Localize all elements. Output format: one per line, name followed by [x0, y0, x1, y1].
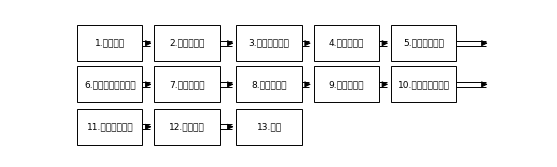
Text: 4.低硷区光刻: 4.低硷区光刻: [329, 39, 364, 48]
FancyBboxPatch shape: [314, 66, 379, 102]
Text: 12.钑化保护: 12.钑化保护: [169, 122, 205, 131]
FancyBboxPatch shape: [237, 109, 302, 145]
FancyBboxPatch shape: [314, 25, 379, 61]
Text: 5.低硷离子注入: 5.低硷离子注入: [403, 39, 444, 48]
Text: 7.发射区光刻: 7.发射区光刻: [169, 80, 205, 89]
FancyBboxPatch shape: [154, 109, 219, 145]
FancyBboxPatch shape: [77, 25, 143, 61]
FancyBboxPatch shape: [154, 25, 219, 61]
Text: 3.高硷离子注入: 3.高硷离子注入: [248, 39, 290, 48]
Text: 9.发射区退火: 9.发射区退火: [329, 80, 364, 89]
Text: 1.高温氧化: 1.高温氧化: [95, 39, 125, 48]
FancyBboxPatch shape: [391, 66, 456, 102]
Text: 2.高硷区光刻: 2.高硷区光刻: [169, 39, 205, 48]
Text: 6.高低硷注入后退火: 6.高低硷注入后退火: [84, 80, 135, 89]
Text: 11.金属电极形成: 11.金属电极形成: [86, 122, 133, 131]
Text: 10.电极接触孔光刻: 10.电极接触孔光刻: [398, 80, 449, 89]
FancyBboxPatch shape: [154, 66, 219, 102]
FancyBboxPatch shape: [77, 66, 143, 102]
Text: 8.磷离子注入: 8.磷离子注入: [251, 80, 287, 89]
FancyBboxPatch shape: [237, 25, 302, 61]
FancyBboxPatch shape: [391, 25, 456, 61]
FancyBboxPatch shape: [77, 109, 143, 145]
FancyBboxPatch shape: [237, 66, 302, 102]
Text: 13.中测: 13.中测: [256, 122, 282, 131]
